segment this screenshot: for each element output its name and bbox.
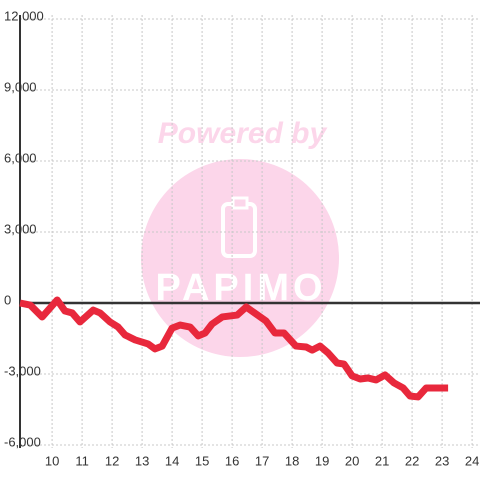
x-tick-label: 24 — [465, 453, 479, 468]
watermark: Powered by PAPIMO — [141, 117, 339, 357]
x-tick-label: 23 — [435, 453, 449, 468]
x-tick-label: 14 — [165, 453, 179, 468]
watermark-phone-top — [231, 196, 249, 210]
x-tick-label: 18 — [285, 453, 299, 468]
x-tick-label: 19 — [315, 453, 329, 468]
x-tick-label: 21 — [375, 453, 389, 468]
x-tick-label: 20 — [345, 453, 359, 468]
x-tick-label: 12 — [105, 453, 119, 468]
y-tick-label: -3,000 — [4, 363, 41, 378]
x-tick-label: 22 — [405, 453, 419, 468]
data-line — [19, 296, 449, 401]
watermark-title: Powered by — [158, 117, 328, 150]
x-tick-label: 17 — [255, 453, 269, 468]
y-tick-label: -6,000 — [4, 434, 41, 449]
x-tick-label: 13 — [135, 453, 149, 468]
y-tick-label: 12,000 — [4, 8, 44, 23]
x-tick-label: 10 — [45, 453, 59, 468]
y-tick-label: 0 — [4, 292, 11, 307]
x-tick-label: 15 — [195, 453, 209, 468]
x-tick-label: 11 — [75, 453, 89, 468]
x-tick-label: 16 — [225, 453, 239, 468]
